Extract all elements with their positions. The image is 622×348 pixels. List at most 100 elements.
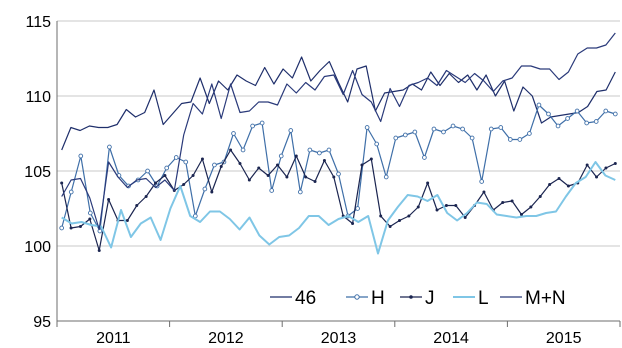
legend-label: J	[425, 288, 435, 309]
data-point	[163, 174, 167, 177]
data-point	[510, 199, 514, 203]
y-tick-label: 115	[25, 14, 51, 31]
data-point	[250, 123, 255, 129]
data-point	[247, 178, 251, 182]
data-point	[285, 175, 289, 179]
y-axis-ticks: 95 100 105 110 115	[24, 14, 51, 331]
data-point	[488, 126, 494, 132]
legend-label: M+N	[525, 288, 566, 309]
series-L	[61, 161, 616, 255]
data-point	[463, 216, 467, 219]
data-point	[326, 147, 332, 153]
data-point	[595, 175, 599, 179]
data-point	[536, 102, 542, 108]
data-point	[259, 120, 265, 126]
data-point	[68, 189, 74, 195]
data-point	[60, 181, 64, 185]
data-point	[555, 123, 561, 129]
data-point	[369, 157, 373, 161]
legend-item: J	[400, 288, 435, 309]
x-tick-label: 2012	[208, 330, 244, 347]
axes	[56, 21, 620, 322]
x-tick-label: 2013	[321, 330, 357, 347]
data-point	[219, 165, 223, 168]
gridlines	[57, 20, 620, 247]
data-point	[529, 205, 533, 209]
data-point	[379, 214, 383, 218]
data-point	[107, 144, 112, 150]
data-point	[304, 175, 308, 179]
data-point	[322, 159, 326, 162]
data-point	[88, 217, 92, 221]
series-line	[61, 32, 616, 231]
data-point	[584, 120, 590, 126]
data-point	[202, 186, 208, 192]
data-point	[450, 123, 456, 129]
data-point	[527, 131, 532, 136]
data-point	[212, 162, 217, 168]
data-point	[210, 190, 214, 194]
data-point	[454, 204, 458, 207]
x-tick-label: 2015	[546, 330, 582, 347]
data-point	[78, 153, 84, 159]
data-point	[164, 165, 170, 171]
data-point	[538, 195, 542, 198]
x-axis-ticks: 2011 2012 2013 2014 2015	[56, 321, 621, 347]
data-point	[422, 155, 427, 160]
data-point	[482, 190, 486, 194]
data-point	[182, 183, 186, 186]
data-point	[585, 163, 589, 167]
data-point	[388, 225, 392, 228]
series-line	[61, 161, 616, 255]
data-point	[402, 132, 408, 138]
data-point	[351, 222, 355, 225]
data-point	[231, 131, 236, 136]
data-point	[294, 154, 298, 158]
data-point	[416, 205, 420, 209]
data-point	[355, 206, 360, 211]
data-point	[444, 204, 448, 207]
legend-label: L	[478, 288, 489, 309]
legend-item: 46	[270, 288, 316, 309]
data-point	[612, 111, 618, 117]
data-point	[266, 174, 270, 177]
x-tick-label: 2014	[433, 330, 469, 347]
data-point	[59, 225, 65, 231]
series-line	[61, 56, 616, 151]
data-point	[574, 108, 580, 114]
data-point	[546, 111, 551, 117]
data-point	[135, 204, 139, 207]
data-point	[431, 126, 437, 132]
data-point	[479, 179, 485, 184]
data-point	[565, 116, 570, 121]
y-tick-label: 95	[33, 314, 51, 331]
data-point	[200, 157, 204, 161]
data-point	[412, 129, 418, 135]
data-point	[276, 163, 280, 167]
data-point	[307, 147, 313, 153]
data-point	[441, 129, 446, 135]
series-M+N	[61, 32, 616, 231]
data-point	[557, 177, 561, 180]
legend-marker	[409, 295, 413, 299]
data-point	[297, 189, 303, 195]
data-point	[125, 219, 129, 222]
data-point	[603, 108, 609, 114]
data-point	[278, 153, 284, 159]
y-tick-label: 100	[24, 239, 51, 256]
data-point	[97, 249, 101, 252]
data-point	[407, 214, 411, 218]
y-tick-label: 110	[25, 89, 51, 106]
data-point	[613, 162, 617, 165]
x-tick-label: 2011	[96, 330, 131, 347]
data-point	[269, 188, 275, 193]
data-point	[566, 184, 570, 188]
data-point	[332, 175, 336, 179]
data-point	[498, 125, 504, 130]
series-46	[61, 56, 616, 151]
y-tick-label: 105	[24, 164, 51, 181]
data-point	[78, 225, 82, 228]
data-point	[144, 195, 148, 198]
data-point	[374, 141, 380, 147]
